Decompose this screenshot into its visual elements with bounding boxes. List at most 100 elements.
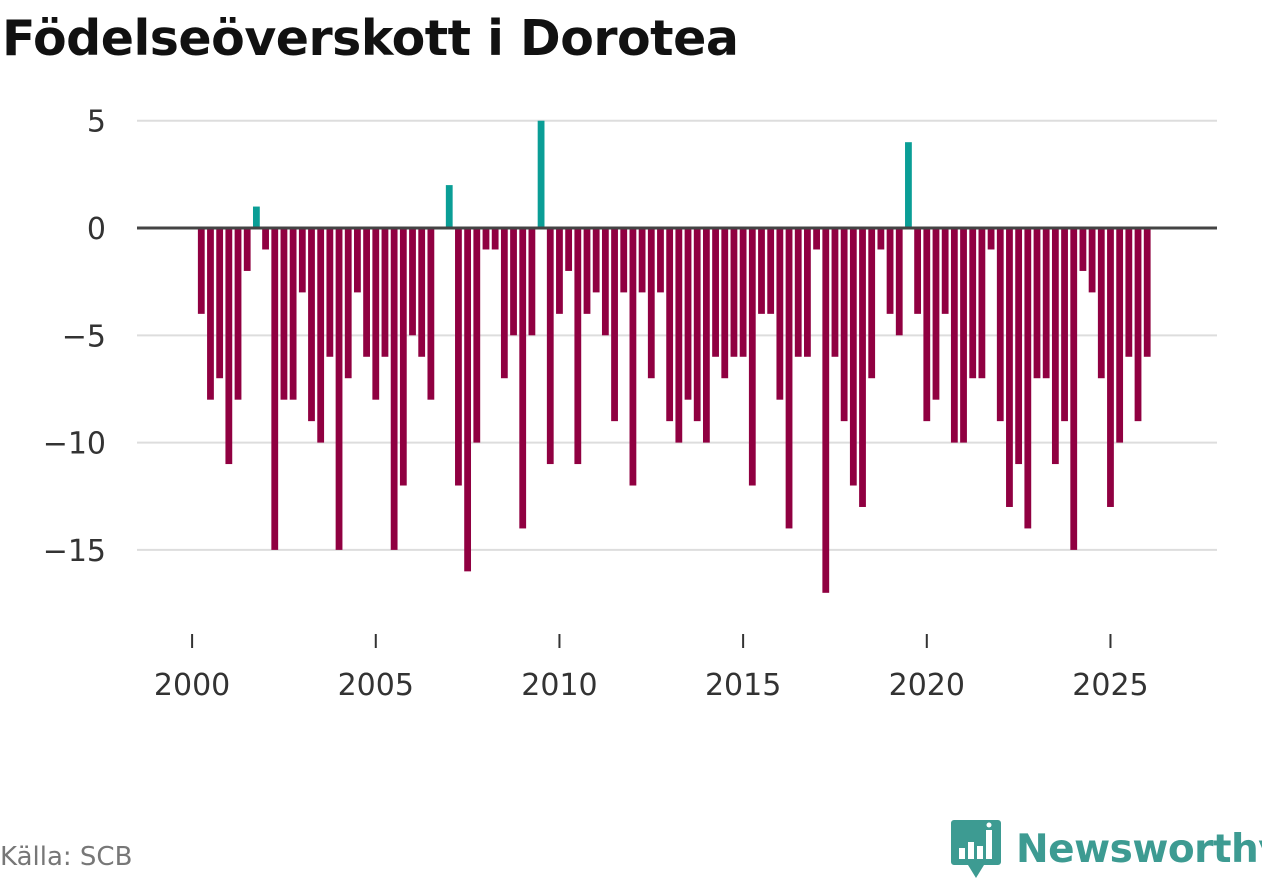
bar bbox=[1070, 228, 1078, 550]
bar bbox=[262, 228, 269, 250]
bar bbox=[868, 228, 876, 379]
bar bbox=[1015, 228, 1023, 465]
bar bbox=[905, 142, 912, 229]
bar bbox=[308, 228, 315, 422]
bar bbox=[565, 228, 573, 271]
bar bbox=[712, 228, 719, 357]
bar bbox=[923, 228, 931, 422]
bar bbox=[390, 228, 398, 550]
bar bbox=[298, 228, 306, 293]
bar bbox=[666, 228, 674, 422]
bar bbox=[702, 228, 710, 443]
y-tick-label: −5 bbox=[62, 319, 106, 354]
bar bbox=[464, 228, 472, 572]
bar bbox=[252, 206, 260, 229]
bar bbox=[207, 228, 214, 400]
bar bbox=[243, 228, 251, 271]
bar bbox=[1061, 228, 1068, 422]
newsworthy-logo: Newsworthy bbox=[950, 818, 1262, 880]
bar bbox=[1116, 228, 1124, 443]
bar bbox=[556, 228, 563, 314]
bar bbox=[629, 228, 637, 486]
bar bbox=[886, 228, 894, 314]
bar bbox=[445, 185, 453, 229]
bar bbox=[730, 228, 738, 357]
y-tick-label: 0 bbox=[87, 212, 106, 247]
brand-name: Newsworthy bbox=[1016, 826, 1262, 872]
bar bbox=[647, 228, 655, 379]
x-tick-label: 2025 bbox=[1072, 668, 1148, 703]
bar bbox=[996, 228, 1004, 422]
bar bbox=[363, 228, 370, 357]
bar bbox=[500, 228, 508, 379]
bar bbox=[620, 228, 628, 293]
x-tick-label: 2020 bbox=[889, 668, 965, 703]
bar bbox=[418, 228, 426, 357]
bar bbox=[1079, 228, 1087, 271]
bar bbox=[289, 228, 297, 400]
x-tick-label: 2010 bbox=[521, 668, 597, 703]
bar bbox=[546, 228, 554, 465]
bar bbox=[960, 228, 967, 443]
bar bbox=[216, 228, 224, 379]
bar bbox=[601, 228, 609, 336]
bar bbox=[197, 228, 205, 314]
bar bbox=[987, 228, 995, 250]
bar bbox=[537, 120, 545, 229]
bar bbox=[583, 228, 591, 314]
bar bbox=[684, 228, 692, 400]
bar bbox=[1125, 228, 1133, 357]
bar bbox=[932, 228, 940, 400]
bar bbox=[675, 228, 683, 443]
x-tick-label: 2000 bbox=[154, 668, 230, 703]
bar bbox=[1097, 228, 1105, 379]
bar bbox=[739, 228, 747, 357]
bar bbox=[399, 228, 407, 486]
bar bbox=[859, 228, 866, 507]
bar bbox=[372, 228, 380, 400]
bar bbox=[1107, 228, 1114, 507]
bar bbox=[721, 228, 729, 379]
bar bbox=[234, 228, 242, 400]
bar bbox=[877, 228, 885, 250]
source-note: Källa: SCB bbox=[0, 842, 133, 872]
bar bbox=[1143, 228, 1151, 357]
bar bbox=[831, 228, 839, 357]
bar bbox=[767, 228, 775, 314]
bar bbox=[225, 228, 233, 465]
bar bbox=[748, 228, 756, 486]
chart-title: Födelseöverskott i Dorotea bbox=[2, 10, 739, 67]
y-tick-label: −15 bbox=[43, 534, 106, 569]
bar bbox=[1024, 228, 1032, 529]
bar bbox=[776, 228, 784, 400]
bar bbox=[840, 228, 848, 422]
bar bbox=[409, 228, 416, 336]
bar bbox=[1088, 228, 1096, 293]
bar bbox=[354, 228, 361, 293]
x-axis: 2000 2005 2010 2015 2020 2025 bbox=[154, 634, 1149, 703]
bar bbox=[1033, 228, 1041, 379]
bar bbox=[978, 228, 986, 379]
bar bbox=[280, 228, 288, 400]
bar bbox=[427, 228, 435, 400]
y-tick-label: −10 bbox=[43, 427, 106, 462]
bar bbox=[482, 228, 490, 250]
bar bbox=[1006, 228, 1013, 507]
bar bbox=[950, 228, 958, 443]
y-axis-labels: 5 0 −5 −10 −15 bbox=[43, 105, 106, 569]
bar bbox=[794, 228, 802, 357]
x-tick-label: 2015 bbox=[705, 668, 781, 703]
bar bbox=[317, 228, 325, 443]
bar bbox=[592, 228, 600, 293]
bar bbox=[638, 228, 646, 293]
bar bbox=[344, 228, 352, 379]
x-tick-label: 2005 bbox=[338, 668, 414, 703]
bar bbox=[528, 228, 536, 336]
bar bbox=[455, 228, 462, 486]
bar bbox=[657, 228, 664, 293]
bar bbox=[969, 228, 977, 379]
bar bbox=[813, 228, 820, 250]
bar bbox=[1051, 228, 1059, 465]
bar bbox=[785, 228, 793, 529]
